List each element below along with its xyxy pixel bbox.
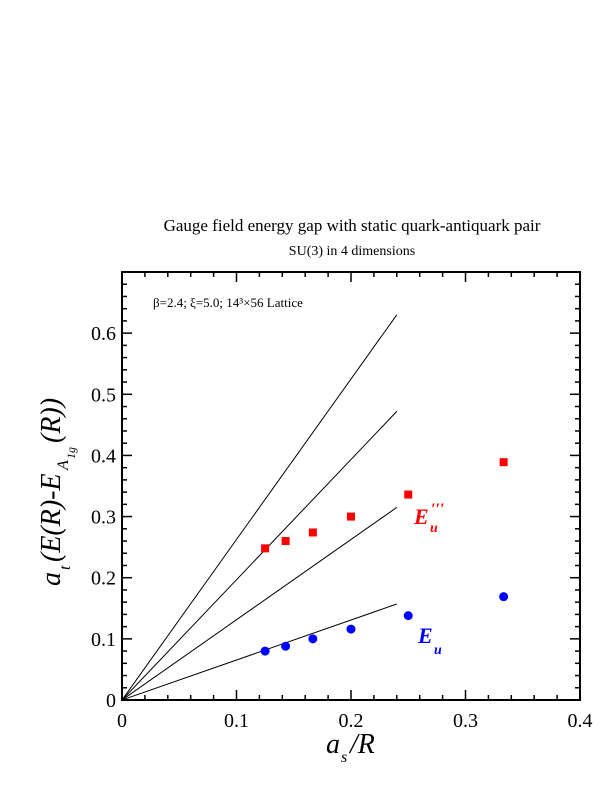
reference-line bbox=[121, 314, 398, 701]
data-point-square bbox=[308, 528, 317, 537]
tick-labels: 0 0.1 0.2 0.3 0.4 0 0.1 0.2 0.3 0.4 0.5 0.6 bbox=[91, 323, 593, 732]
data-point-circle bbox=[281, 641, 291, 651]
data-point-square bbox=[261, 544, 270, 553]
y-tick-label: 0.2 bbox=[91, 568, 116, 590]
svg-text:t: t bbox=[57, 565, 74, 570]
data-point-circle bbox=[403, 611, 413, 621]
chart-title: Gauge field energy gap with static quark… bbox=[164, 216, 541, 235]
reference-line bbox=[121, 603, 397, 701]
reference-lines bbox=[121, 314, 398, 701]
x-tick-label: 0.3 bbox=[453, 710, 478, 732]
y-tick-label: 0.1 bbox=[91, 629, 116, 651]
x-tick-label: 0.1 bbox=[224, 710, 249, 732]
svg-text:s: s bbox=[341, 749, 347, 766]
svg-text:A: A bbox=[55, 460, 72, 471]
y-axis-label: a t (E(R)-E A 1g (R)) bbox=[36, 398, 78, 586]
svg-text:(E(R)-E: (E(R)-E bbox=[36, 473, 67, 562]
x-tick-label: 0.2 bbox=[339, 710, 364, 732]
y-tick-label: 0.6 bbox=[91, 323, 116, 345]
data-point-circle bbox=[260, 646, 270, 656]
plot-frame bbox=[121, 271, 581, 701]
x-tick-label: 0 bbox=[117, 710, 127, 732]
svg-text:′′′: ′′′ bbox=[431, 501, 445, 518]
data-point-square bbox=[347, 512, 355, 521]
svg-text:a: a bbox=[326, 729, 340, 760]
reference-line bbox=[121, 506, 398, 701]
y-tick-label: 0 bbox=[106, 690, 116, 712]
svg-text:(R)): (R)) bbox=[36, 398, 67, 443]
svg-text:E: E bbox=[417, 623, 433, 648]
svg-text:u: u bbox=[430, 521, 438, 536]
reference-line bbox=[121, 411, 398, 701]
y-tick-label: 0.4 bbox=[91, 445, 116, 467]
svg-text:1g: 1g bbox=[64, 447, 78, 459]
series-label-eu: E u bbox=[417, 623, 442, 658]
axis-ticks bbox=[121, 271, 581, 701]
data-points bbox=[260, 458, 509, 656]
data-point-circle bbox=[346, 624, 356, 634]
x-axis-label: a s /R bbox=[326, 729, 375, 766]
chart-subtitle: SU(3) in 4 dimensions bbox=[289, 244, 415, 259]
x-tick-label: 0.4 bbox=[568, 710, 593, 732]
y-tick-label: 0.3 bbox=[91, 507, 116, 529]
lattice-annotation: β=2.4; ξ=5.0; 14³×56 Lattice bbox=[153, 295, 303, 310]
data-point-circle bbox=[499, 592, 509, 602]
svg-text:a: a bbox=[36, 572, 67, 586]
y-tick-label: 0.5 bbox=[91, 384, 116, 406]
svg-text:/R: /R bbox=[348, 729, 375, 760]
svg-text:u: u bbox=[434, 643, 442, 658]
data-point-square bbox=[281, 537, 290, 546]
series-label-eu3: E u ′′′ bbox=[413, 501, 445, 536]
data-point-square bbox=[499, 458, 508, 467]
data-point-circle bbox=[308, 634, 318, 644]
data-point-square bbox=[404, 490, 413, 499]
svg-text:E: E bbox=[413, 504, 429, 529]
